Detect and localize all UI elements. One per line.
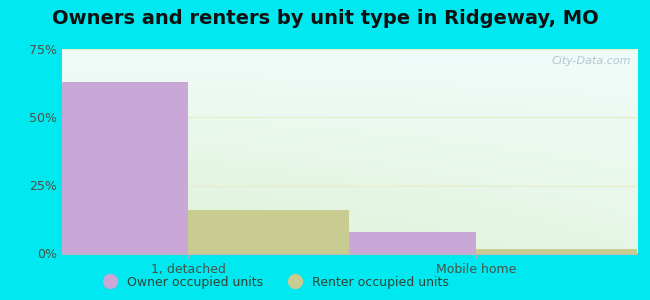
Legend: Owner occupied units, Renter occupied units: Owner occupied units, Renter occupied un… xyxy=(92,271,454,294)
Bar xyxy=(476,249,637,254)
Bar xyxy=(188,210,350,254)
Text: Owners and renters by unit type in Ridgeway, MO: Owners and renters by unit type in Ridge… xyxy=(51,9,599,28)
Bar xyxy=(27,82,188,254)
Bar xyxy=(315,232,476,253)
Text: City-Data.com: City-Data.com xyxy=(552,56,631,66)
